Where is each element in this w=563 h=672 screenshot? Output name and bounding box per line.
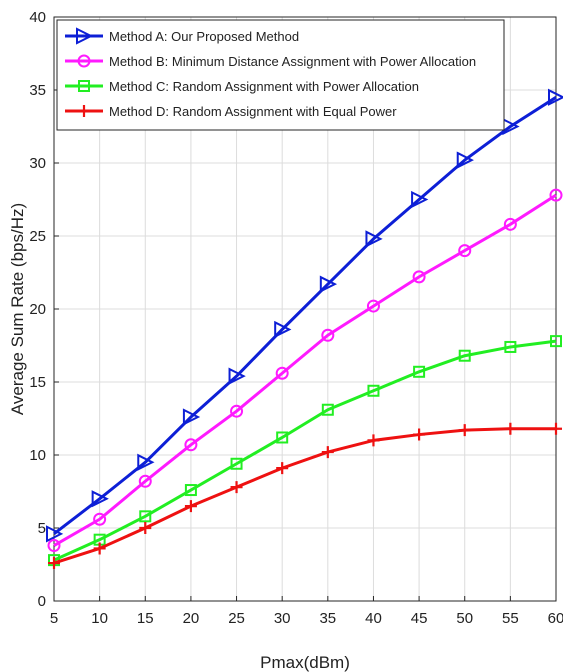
legend-item: Method C: Random Assignment with Power A… bbox=[65, 79, 419, 94]
series-line bbox=[53, 427, 556, 565]
legend-label: Method D: Random Assignment with Equal P… bbox=[109, 104, 397, 119]
x-tick-label: 10 bbox=[91, 610, 108, 627]
series-d bbox=[48, 422, 562, 570]
x-tick-label: 40 bbox=[365, 610, 382, 627]
legend-item: Method B: Minimum Distance Assignment wi… bbox=[65, 54, 476, 69]
data-point bbox=[321, 403, 334, 416]
legend-box bbox=[56, 19, 505, 131]
data-point bbox=[91, 490, 109, 508]
y-tick-label: 40 bbox=[29, 9, 46, 26]
legend-label: Method A: Our Proposed Method bbox=[109, 29, 299, 44]
data-point bbox=[276, 431, 289, 444]
x-tick-label: 25 bbox=[228, 610, 245, 627]
data-point bbox=[274, 320, 292, 339]
legend-marker bbox=[77, 54, 91, 68]
data-point bbox=[458, 244, 472, 258]
x-tick-label: 45 bbox=[411, 610, 428, 627]
data-point bbox=[137, 453, 155, 471]
data-point bbox=[138, 474, 152, 488]
data-point bbox=[230, 404, 244, 418]
x-tick-label: 50 bbox=[456, 610, 473, 627]
data-point bbox=[504, 422, 517, 435]
y-tick-label: 25 bbox=[29, 228, 46, 245]
x-axis-label: Pmax(dBm) bbox=[260, 653, 350, 672]
data-point bbox=[184, 438, 198, 452]
data-point bbox=[47, 539, 61, 553]
series-a bbox=[46, 88, 563, 543]
data-point bbox=[413, 428, 426, 441]
data-point bbox=[93, 512, 107, 526]
data-point bbox=[367, 434, 380, 447]
data-point bbox=[184, 500, 197, 513]
data-point bbox=[184, 484, 197, 497]
data-point bbox=[458, 349, 471, 362]
legend-label: Method C: Random Assignment with Power A… bbox=[109, 79, 419, 94]
y-tick-label: 30 bbox=[29, 155, 46, 172]
data-point bbox=[365, 230, 383, 248]
legend-item: Method A: Our Proposed Method bbox=[65, 27, 299, 45]
data-point bbox=[367, 384, 380, 397]
legend-marker bbox=[78, 80, 90, 92]
legend-marker bbox=[76, 27, 94, 45]
x-tick-label: 60 bbox=[548, 610, 563, 627]
data-point bbox=[276, 462, 289, 475]
data-point bbox=[319, 275, 338, 293]
data-point bbox=[230, 481, 243, 494]
data-point bbox=[48, 557, 60, 570]
series-b bbox=[47, 188, 563, 553]
y-tick-label: 35 bbox=[29, 82, 46, 99]
data-point bbox=[411, 190, 429, 209]
data-point bbox=[456, 151, 474, 169]
data-point bbox=[549, 188, 563, 202]
data-point bbox=[321, 446, 334, 459]
data-point bbox=[182, 408, 201, 426]
data-point bbox=[413, 365, 426, 378]
data-point bbox=[503, 217, 517, 231]
data-point bbox=[228, 367, 246, 385]
data-point bbox=[412, 270, 426, 284]
data-point bbox=[321, 328, 335, 342]
y-axis: 0 5 10 15 20 25 30 35 40 bbox=[29, 9, 59, 610]
y-tick-label: 5 bbox=[38, 520, 46, 537]
x-tick-label: 5 bbox=[50, 610, 58, 627]
data-point bbox=[548, 88, 563, 106]
x-axis: 5 10 15 20 25 30 35 40 45 50 55 60 bbox=[50, 596, 563, 627]
legend-item: Method D: Random Assignment with Equal P… bbox=[65, 104, 397, 119]
x-tick-label: 15 bbox=[137, 610, 154, 627]
y-tick-label: 20 bbox=[29, 301, 46, 318]
y-tick-label: 10 bbox=[29, 447, 46, 464]
data-point bbox=[46, 525, 64, 543]
series-line bbox=[53, 339, 557, 562]
legend-label: Method B: Minimum Distance Assignment wi… bbox=[109, 54, 476, 69]
y-tick-label: 0 bbox=[38, 593, 46, 610]
data-point bbox=[139, 522, 152, 534]
data-point bbox=[230, 457, 243, 470]
y-axis-label: Average Sum Rate (bps/Hz) bbox=[8, 203, 27, 415]
series-line bbox=[53, 193, 557, 547]
data-point bbox=[504, 340, 517, 353]
x-tick-label: 20 bbox=[183, 610, 200, 627]
series-layer bbox=[46, 88, 563, 570]
legend-marker bbox=[78, 105, 90, 117]
data-point bbox=[93, 542, 106, 555]
data-point bbox=[550, 335, 562, 348]
data-point bbox=[139, 510, 152, 523]
data-point bbox=[550, 422, 562, 435]
x-tick-label: 35 bbox=[319, 610, 336, 627]
data-point bbox=[366, 299, 380, 313]
x-tick-label: 30 bbox=[274, 610, 291, 627]
legend: Method A: Our Proposed Method Method B: M… bbox=[56, 19, 505, 131]
data-point bbox=[275, 366, 289, 380]
y-tick-label: 15 bbox=[29, 374, 46, 391]
x-tick-label: 55 bbox=[502, 610, 519, 627]
data-point bbox=[458, 424, 471, 437]
